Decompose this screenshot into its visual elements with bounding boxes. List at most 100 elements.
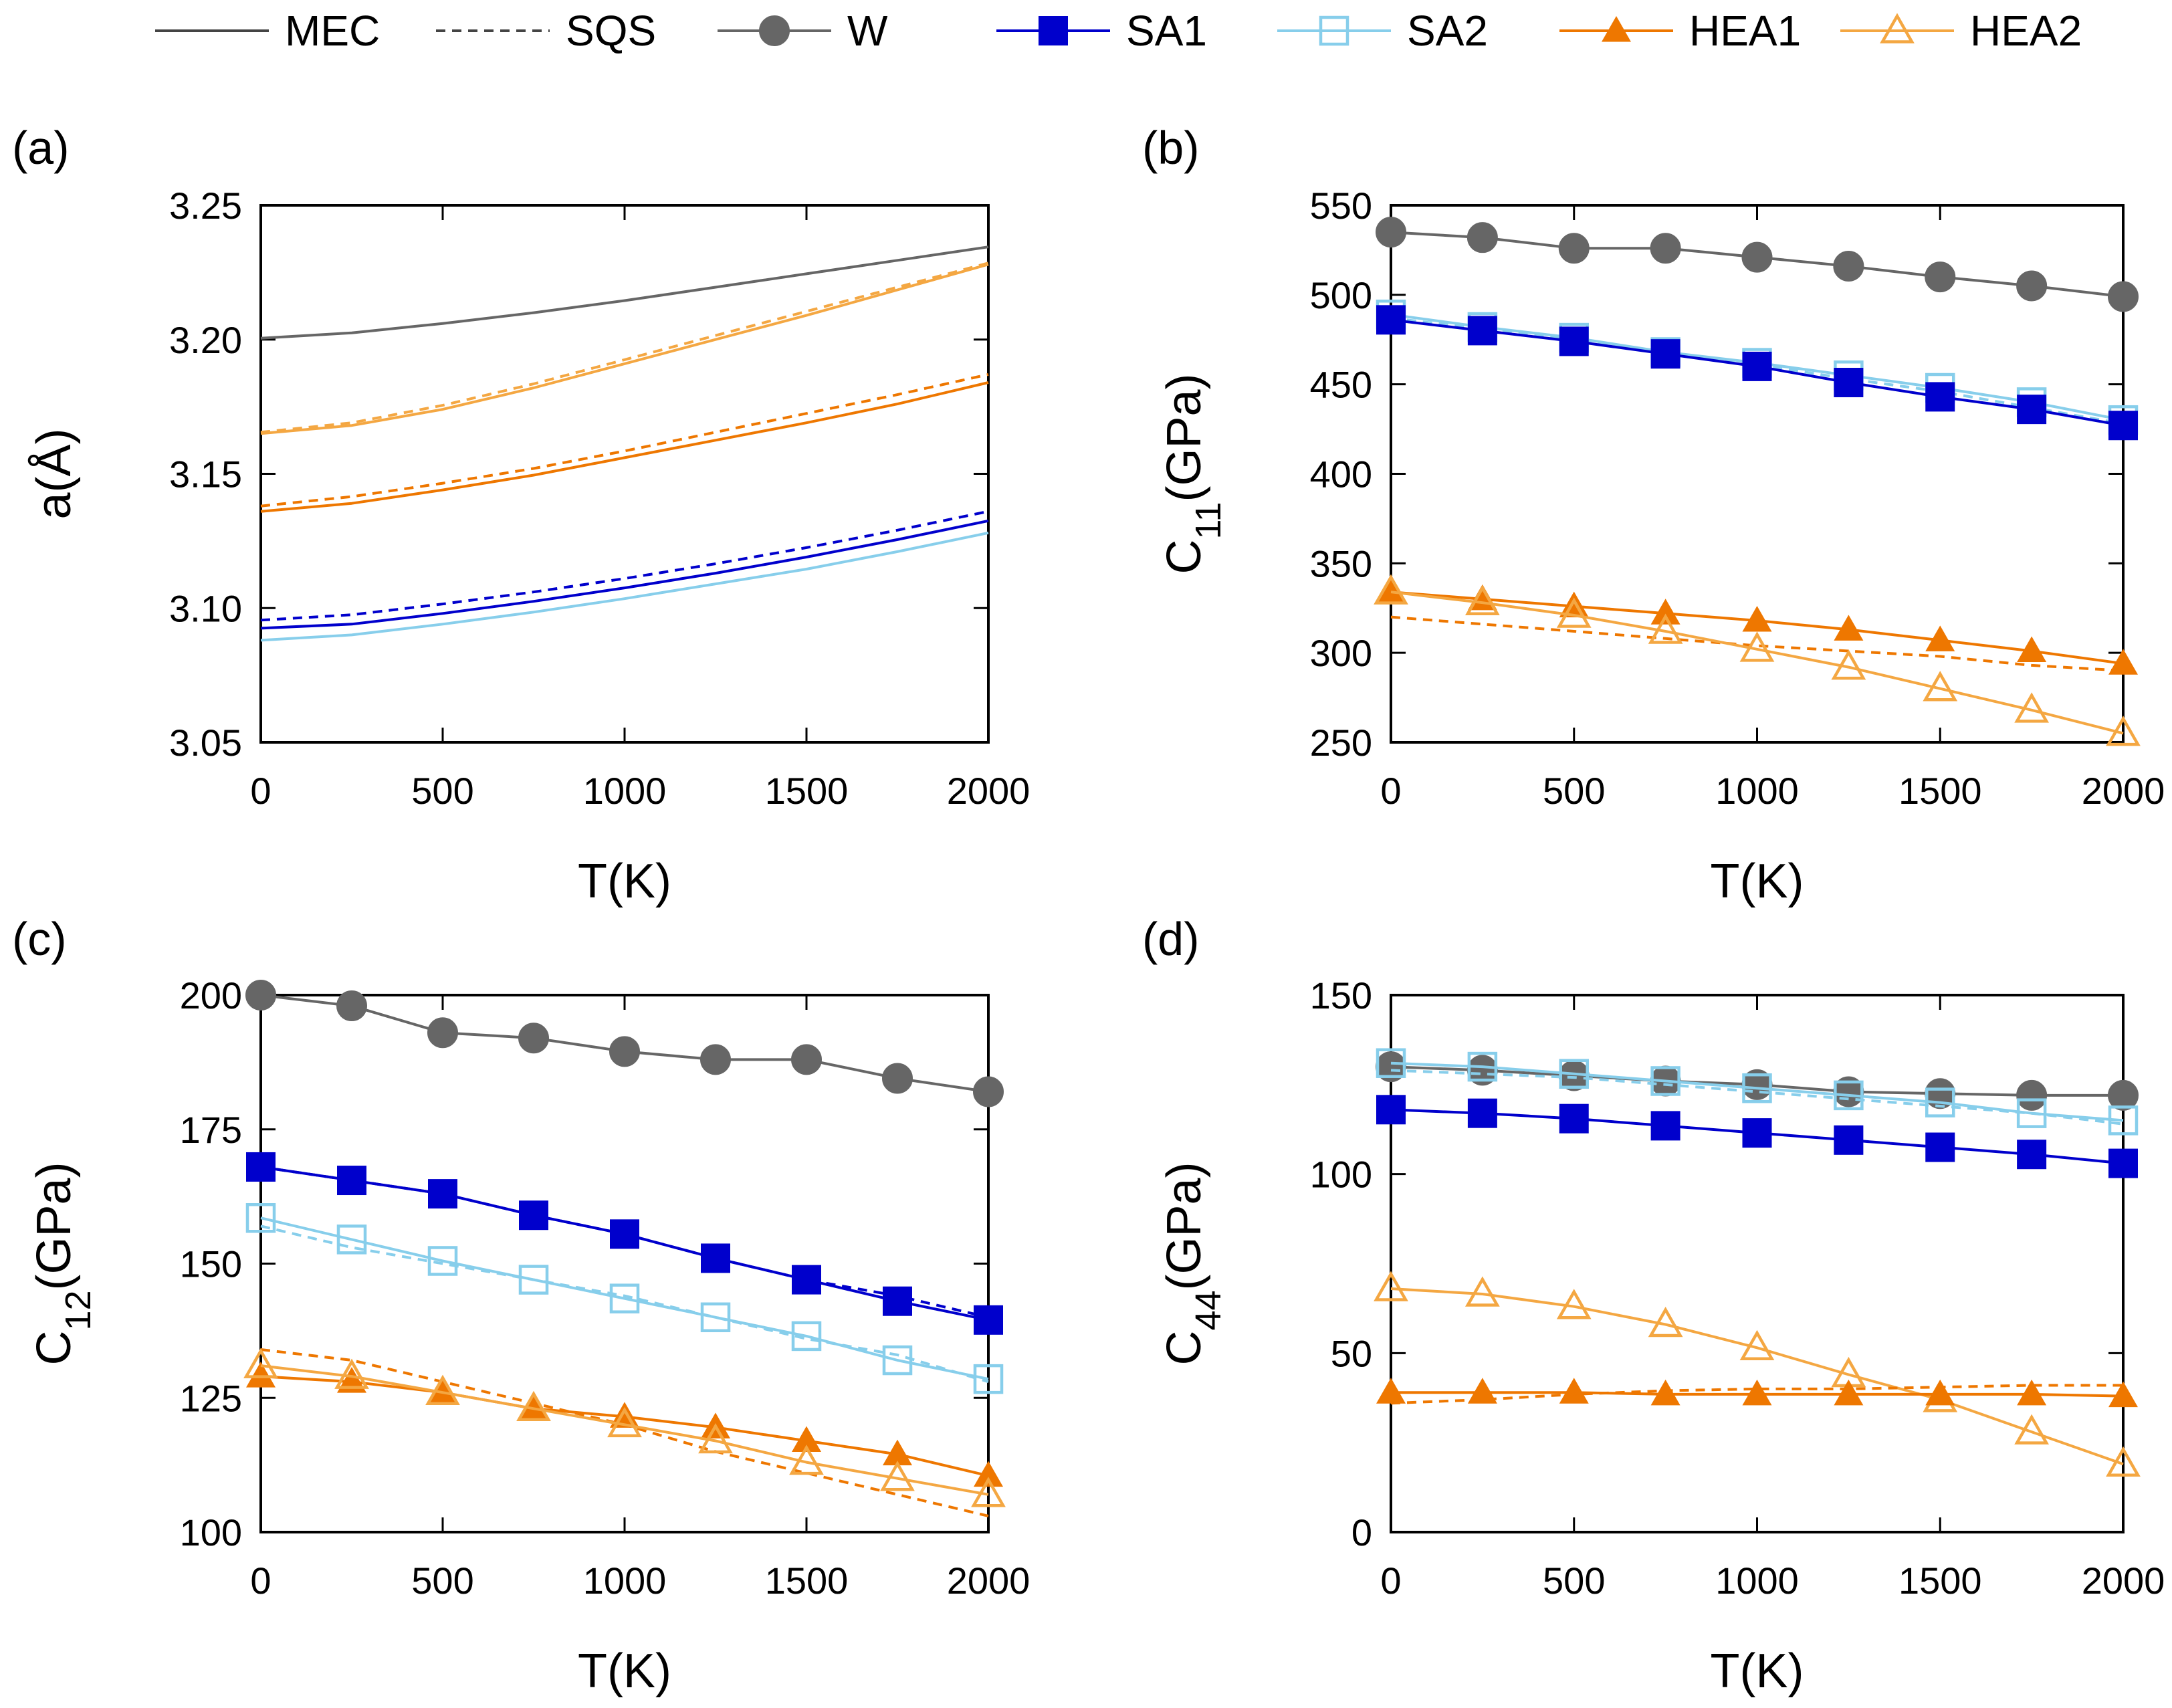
data-point	[1559, 1378, 1589, 1404]
x-axis: 0 500 1000 1500 2000 T(K)	[250, 205, 1030, 908]
series-sa2-mec	[245, 1202, 1004, 1394]
y-axis-title: a(Å)	[27, 428, 81, 519]
series-hea2-mec	[1374, 574, 2141, 746]
x-tick-label: 1500	[765, 1560, 849, 1602]
series-line	[260, 510, 989, 622]
data-point	[1925, 382, 1955, 412]
data-point	[971, 1477, 1006, 1507]
plot-frame	[259, 204, 990, 744]
series-hea1-mec	[260, 381, 989, 513]
data-point	[607, 1406, 642, 1438]
data-point	[245, 980, 276, 1010]
data-point	[701, 1243, 730, 1273]
y-tick-label: 0	[1351, 1511, 1372, 1554]
data-point	[1834, 1379, 1864, 1406]
series-line	[260, 1224, 989, 1384]
legend-item-sa1: SA1	[996, 7, 1207, 55]
legend-label: SA2	[1407, 7, 1488, 55]
data-point	[1374, 574, 1408, 605]
data-point	[883, 1286, 912, 1316]
series-hea1-sqs	[1390, 1384, 2123, 1405]
y-axis: 250 300 350 400 450 500 550 C11(GPa)	[1158, 185, 2123, 764]
data-point	[2108, 1381, 2138, 1408]
y-axis-title: C12(GPa)	[27, 1162, 98, 1365]
series-line	[1390, 591, 2124, 735]
data-point	[516, 1390, 551, 1422]
legend: MEC SQS W SA1 SA2 HEA1 HEA2	[155, 7, 2082, 55]
legend-marker	[1039, 16, 1068, 45]
data-point	[2017, 1379, 2047, 1406]
data-point	[243, 1348, 278, 1378]
data-point	[2106, 716, 2141, 746]
data-point	[2014, 692, 2050, 723]
y-tick-label: 550	[1310, 185, 1372, 227]
data-point	[2017, 636, 2047, 662]
x-axis-title: T(K)	[1711, 855, 1804, 908]
x-tick-label: 1000	[583, 1560, 667, 1602]
x-tick-label: 1000	[1715, 1560, 1799, 1602]
x-tick-label: 500	[1543, 770, 1605, 812]
data-point	[1650, 1111, 1680, 1141]
data-point	[334, 1358, 369, 1389]
data-point	[1925, 625, 1955, 651]
x-tick-label: 500	[411, 1560, 473, 1602]
data-point	[1741, 241, 1773, 273]
y-tick-label: 3.25	[169, 185, 242, 227]
data-point	[1742, 1379, 1772, 1406]
data-point	[425, 1374, 460, 1405]
series-hea2-mec	[260, 263, 989, 435]
y-tick-label: 3.20	[169, 319, 242, 361]
data-point	[1464, 584, 1500, 615]
series-line	[260, 263, 989, 435]
x-axis: 0 500 1000 1500 2000 T(K)	[250, 995, 1030, 1698]
data-point	[973, 1076, 1004, 1107]
panel-d: (d) 0 500 1000 1500 2000 T(K) 0 50 100 150 C44(GPa)	[1142, 913, 2165, 1698]
data-point	[1742, 605, 1772, 632]
panel-c: (c) 0 500 1000 1500 2000 T(K) 100 125 150 175 200 C1…	[12, 913, 1030, 1698]
data-point	[791, 1044, 822, 1075]
series-sa1-mec	[260, 519, 989, 630]
y-tick-label: 175	[180, 1109, 242, 1151]
data-point	[792, 1426, 821, 1452]
data-point	[880, 1461, 915, 1491]
y-tick-label: 3.15	[169, 453, 242, 496]
data-point	[1467, 1051, 1498, 1082]
y-tick-label: 3.10	[169, 587, 242, 629]
data-point	[792, 1265, 821, 1295]
data-point	[1376, 217, 1406, 248]
data-point	[427, 1017, 458, 1049]
x-tick-label: 2000	[947, 770, 1030, 812]
data-point	[2016, 1079, 2048, 1111]
data-point	[1464, 1276, 1500, 1307]
legend-item-w: W	[718, 7, 888, 55]
data-point	[1556, 1289, 1592, 1319]
data-point	[882, 1345, 913, 1376]
data-point	[2106, 1446, 2141, 1477]
x-axis-title: T(K)	[578, 855, 671, 908]
data-point	[2108, 1105, 2139, 1136]
data-point	[974, 1305, 1003, 1335]
series-hea2-sqs	[260, 261, 989, 434]
y-tick-label: 3.05	[169, 722, 242, 764]
x-tick-label: 1500	[765, 770, 849, 812]
data-point	[1923, 671, 1958, 702]
series-w-mec	[260, 245, 989, 340]
data-point	[519, 1394, 548, 1420]
data-point	[2017, 395, 2047, 425]
data-point	[1742, 1073, 1772, 1103]
data-point	[2016, 270, 2048, 302]
data-point	[1925, 261, 1956, 293]
legend-marker	[759, 15, 790, 46]
x-tick-label: 500	[411, 770, 473, 812]
series-sa2-sqs	[260, 1224, 989, 1384]
data-point	[246, 1152, 276, 1182]
data-point	[2108, 281, 2139, 312]
data-point	[698, 1422, 733, 1454]
data-point	[427, 1246, 458, 1276]
series-line	[260, 381, 989, 513]
series-sa1-mec	[1376, 305, 2138, 441]
data-point	[1925, 1379, 1955, 1406]
data-point	[789, 1445, 824, 1475]
x-tick-label: 2000	[947, 1560, 1030, 1602]
y-tick-label: 250	[1310, 722, 1372, 764]
